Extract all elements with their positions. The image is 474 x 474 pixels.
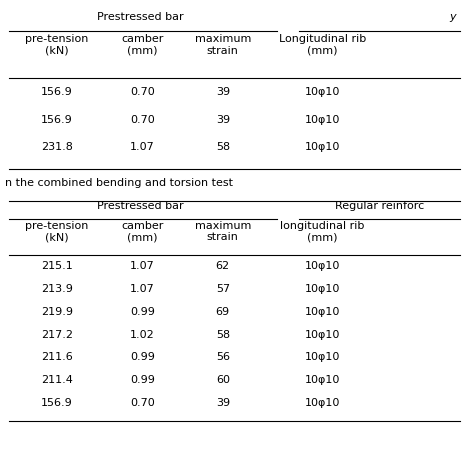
Text: 10φ10: 10φ10: [305, 87, 340, 98]
Text: Longitudinal rib
(mm): Longitudinal rib (mm): [279, 34, 366, 56]
Text: pre-tension
(kN): pre-tension (kN): [25, 221, 89, 243]
Text: 10φ10: 10φ10: [305, 115, 340, 125]
Text: 156.9: 156.9: [41, 398, 73, 408]
Text: 0.70: 0.70: [130, 115, 155, 125]
Text: 10φ10: 10φ10: [305, 352, 340, 363]
Text: 39: 39: [216, 398, 230, 408]
Text: camber
(mm): camber (mm): [121, 221, 164, 243]
Text: 56: 56: [216, 352, 230, 363]
Text: 69: 69: [216, 307, 230, 317]
Text: 1.07: 1.07: [130, 142, 155, 153]
Text: Prestressed bar: Prestressed bar: [97, 12, 183, 22]
Text: 231.8: 231.8: [41, 142, 73, 153]
Text: 217.2: 217.2: [41, 329, 73, 340]
Text: pre-tension
(kN): pre-tension (kN): [25, 34, 89, 56]
Text: Prestressed bar: Prestressed bar: [97, 201, 183, 211]
Text: maximum
strain: maximum strain: [195, 34, 251, 56]
Text: 211.6: 211.6: [41, 352, 73, 363]
Text: 57: 57: [216, 284, 230, 294]
Text: 156.9: 156.9: [41, 115, 73, 125]
Text: n the combined bending and torsion test: n the combined bending and torsion test: [5, 178, 233, 188]
Text: 0.99: 0.99: [130, 352, 155, 363]
Text: 0.99: 0.99: [130, 375, 155, 385]
Text: 211.4: 211.4: [41, 375, 73, 385]
Text: 213.9: 213.9: [41, 284, 73, 294]
Text: 62: 62: [216, 261, 230, 272]
Text: 0.70: 0.70: [130, 398, 155, 408]
Text: 39: 39: [216, 87, 230, 98]
Text: 1.07: 1.07: [130, 284, 155, 294]
Text: Regular reinforc: Regular reinforc: [335, 201, 424, 211]
Text: y: y: [449, 12, 456, 22]
Text: maximum
strain: maximum strain: [195, 221, 251, 243]
Text: 60: 60: [216, 375, 230, 385]
Text: 219.9: 219.9: [41, 307, 73, 317]
Text: 10φ10: 10φ10: [305, 375, 340, 385]
Text: 10φ10: 10φ10: [305, 398, 340, 408]
Text: 58: 58: [216, 329, 230, 340]
Text: 10φ10: 10φ10: [305, 261, 340, 272]
Text: camber
(mm): camber (mm): [121, 34, 164, 56]
Text: 0.70: 0.70: [130, 87, 155, 98]
Text: 39: 39: [216, 115, 230, 125]
Text: 10φ10: 10φ10: [305, 307, 340, 317]
Text: 0.99: 0.99: [130, 307, 155, 317]
Text: 10φ10: 10φ10: [305, 284, 340, 294]
Text: 1.02: 1.02: [130, 329, 155, 340]
Text: 156.9: 156.9: [41, 87, 73, 98]
Text: longitudinal rib
(mm): longitudinal rib (mm): [280, 221, 365, 243]
Text: 10φ10: 10φ10: [305, 142, 340, 153]
Text: 58: 58: [216, 142, 230, 153]
Text: 10φ10: 10φ10: [305, 329, 340, 340]
Text: 215.1: 215.1: [41, 261, 73, 272]
Text: 1.07: 1.07: [130, 261, 155, 272]
